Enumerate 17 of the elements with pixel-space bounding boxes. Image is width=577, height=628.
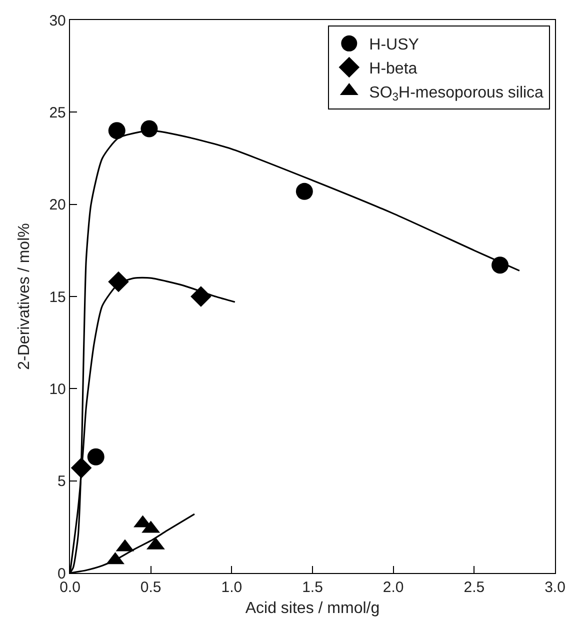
- legend-label: H-USY: [369, 36, 420, 54]
- legend-label: H-beta: [369, 60, 418, 78]
- y-tick-label: 10: [49, 380, 66, 398]
- y-tick-label: 15: [49, 288, 66, 306]
- x-tick-label: 1.0: [221, 579, 242, 596]
- y-axis-title: 2-Derivatives / mol%: [16, 223, 34, 370]
- x-tick-label: 0.5: [140, 579, 162, 596]
- x-tick-label: 3.0: [544, 579, 566, 596]
- y-tick-label: 5: [58, 473, 66, 490]
- x-tick-label: 2.0: [382, 579, 404, 596]
- y-tick-label: 20: [49, 196, 66, 214]
- y-tick-label: 25: [49, 104, 66, 122]
- x-tick-label: 1.5: [302, 579, 323, 596]
- y-tick-label: 30: [49, 12, 66, 30]
- x-tick-label: 2.5: [464, 579, 485, 596]
- x-axis-title: Acid sites / mmol/g: [245, 600, 380, 617]
- legend-label: SO$_{3}$H-mesoporous silica: [369, 84, 544, 104]
